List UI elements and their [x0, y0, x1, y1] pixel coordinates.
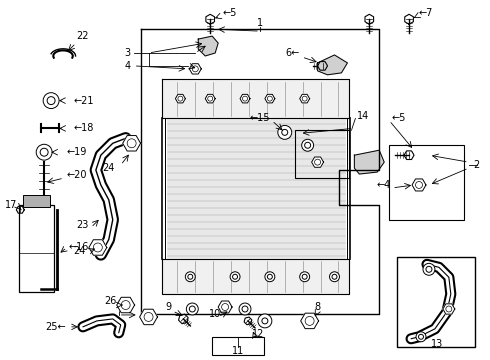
- Text: 22: 22: [76, 31, 89, 41]
- Circle shape: [329, 272, 340, 282]
- Text: 11: 11: [232, 346, 244, 356]
- Circle shape: [314, 158, 322, 166]
- Polygon shape: [312, 157, 323, 167]
- Bar: [23, 195, 50, 207]
- Circle shape: [265, 272, 275, 282]
- Polygon shape: [365, 14, 373, 24]
- Text: ←18: ←18: [74, 123, 95, 134]
- Polygon shape: [300, 94, 310, 103]
- Bar: [212, 337, 264, 355]
- Text: ←16: ←16: [69, 243, 89, 252]
- Polygon shape: [163, 260, 349, 294]
- Circle shape: [301, 95, 308, 102]
- Bar: [389, 145, 464, 220]
- Polygon shape: [301, 313, 318, 329]
- Circle shape: [278, 125, 292, 139]
- Circle shape: [239, 303, 251, 315]
- Text: ←19: ←19: [66, 147, 86, 157]
- Text: 26: 26: [104, 296, 117, 306]
- Polygon shape: [354, 150, 384, 174]
- Text: 2: 2: [473, 160, 480, 170]
- Polygon shape: [198, 36, 218, 56]
- Circle shape: [258, 314, 272, 328]
- Polygon shape: [240, 94, 250, 103]
- Circle shape: [230, 272, 240, 282]
- Text: 1: 1: [257, 18, 263, 28]
- Polygon shape: [318, 55, 347, 75]
- Circle shape: [125, 137, 138, 149]
- Text: ←20: ←20: [66, 170, 87, 180]
- Polygon shape: [122, 136, 141, 151]
- Circle shape: [220, 302, 230, 312]
- Circle shape: [43, 93, 59, 109]
- Text: 13: 13: [431, 339, 443, 349]
- Circle shape: [300, 272, 310, 282]
- Polygon shape: [89, 240, 107, 255]
- Text: ←7: ←7: [419, 8, 433, 18]
- Polygon shape: [178, 314, 188, 324]
- Polygon shape: [265, 94, 275, 103]
- Polygon shape: [404, 151, 414, 159]
- Text: ←5: ←5: [222, 8, 237, 18]
- Circle shape: [416, 332, 426, 342]
- Circle shape: [185, 272, 196, 282]
- Polygon shape: [346, 118, 350, 260]
- Polygon shape: [318, 62, 327, 70]
- Bar: [19, 205, 54, 292]
- Text: 12: 12: [252, 329, 264, 339]
- Text: ←4: ←4: [377, 180, 391, 190]
- Polygon shape: [140, 309, 157, 325]
- Bar: [294, 130, 349, 178]
- Text: 24: 24: [102, 163, 115, 173]
- Polygon shape: [205, 94, 215, 103]
- Text: 4: 4: [124, 61, 131, 71]
- Text: 8: 8: [315, 302, 320, 312]
- Polygon shape: [163, 118, 167, 260]
- Polygon shape: [117, 297, 135, 313]
- Text: 10: 10: [209, 309, 221, 319]
- Circle shape: [444, 305, 453, 313]
- Text: 25←: 25←: [46, 322, 66, 332]
- Polygon shape: [244, 317, 252, 325]
- Text: ←15: ←15: [249, 113, 270, 123]
- Circle shape: [303, 315, 316, 327]
- Polygon shape: [189, 64, 201, 74]
- Circle shape: [414, 180, 424, 190]
- Circle shape: [186, 303, 198, 315]
- Text: 24: 24: [73, 247, 85, 256]
- Text: ←21: ←21: [74, 96, 95, 105]
- Circle shape: [207, 95, 214, 102]
- Text: 23: 23: [77, 220, 89, 230]
- Polygon shape: [405, 14, 414, 24]
- Polygon shape: [175, 94, 185, 103]
- Polygon shape: [16, 206, 24, 213]
- Text: 9: 9: [165, 302, 172, 312]
- Polygon shape: [206, 14, 215, 24]
- Text: ←5: ←5: [391, 113, 406, 123]
- Circle shape: [120, 299, 132, 311]
- Circle shape: [36, 144, 52, 160]
- Circle shape: [242, 95, 248, 102]
- Polygon shape: [412, 179, 426, 191]
- Text: 6←: 6←: [286, 48, 300, 58]
- Circle shape: [423, 264, 435, 275]
- Polygon shape: [218, 301, 232, 313]
- Circle shape: [142, 311, 155, 323]
- Circle shape: [92, 241, 104, 254]
- Polygon shape: [163, 79, 349, 118]
- Circle shape: [177, 95, 184, 102]
- Text: 3: 3: [124, 48, 131, 58]
- Polygon shape: [443, 304, 455, 314]
- Polygon shape: [166, 118, 347, 260]
- Circle shape: [191, 65, 199, 73]
- Bar: [397, 257, 475, 347]
- Text: 17: 17: [5, 200, 18, 210]
- Text: 14: 14: [357, 111, 369, 121]
- Circle shape: [267, 95, 273, 102]
- Circle shape: [302, 139, 314, 151]
